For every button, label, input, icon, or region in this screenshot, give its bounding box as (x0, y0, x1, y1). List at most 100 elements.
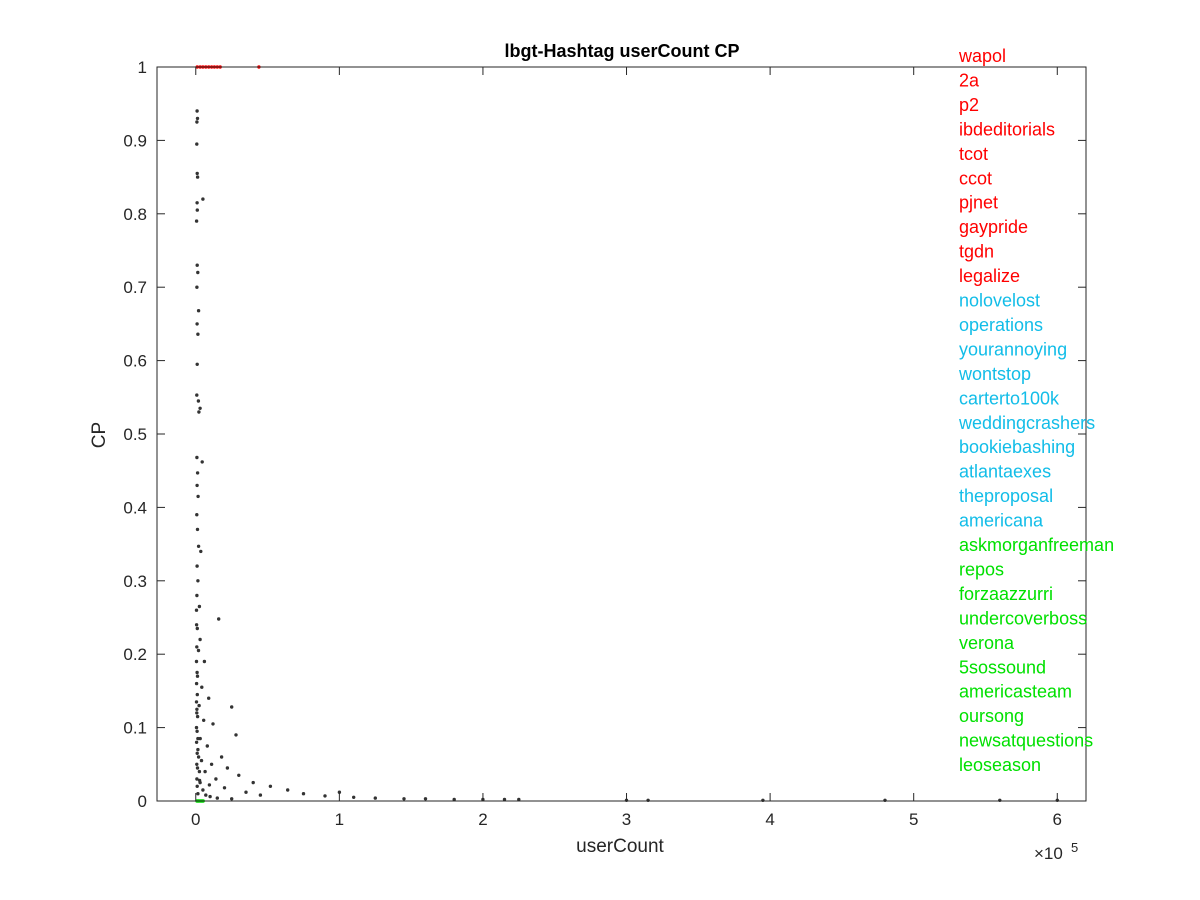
data-point-default (195, 263, 199, 267)
y-tick-label: 0.9 (123, 131, 147, 150)
data-point-default (201, 788, 205, 792)
x-exponent-power: 5 (1071, 840, 1078, 855)
hashtag-label-middle: wontstop (958, 364, 1031, 384)
data-point-default (195, 285, 199, 289)
data-point-default (196, 747, 200, 752)
data-point-default (251, 780, 255, 785)
x-tick-label: 6 (1053, 810, 1062, 829)
data-point-default (196, 755, 201, 759)
hashtag-label-middle: yourannoying (959, 339, 1067, 359)
x-axis-label: userCount (576, 836, 664, 857)
data-point-default (195, 175, 200, 179)
data-point-default (195, 120, 199, 124)
data-point-default (200, 460, 204, 464)
data-point-default (194, 740, 199, 744)
hashtag-label-bottom: repos (959, 559, 1004, 579)
hashtag-label-middle: atlantaexes (959, 462, 1051, 482)
data-point-default (198, 780, 202, 785)
data-point-default (196, 544, 201, 548)
plot-area (157, 67, 1086, 801)
y-tick-label: 1 (138, 58, 147, 77)
data-point-default (230, 797, 234, 801)
data-point-default (195, 777, 199, 781)
hashtag-label-middle: operations (959, 315, 1043, 335)
data-point-default (211, 722, 215, 726)
x-tick-label: 4 (765, 810, 774, 829)
y-tick-label: 0.2 (123, 645, 147, 664)
data-point-default (195, 692, 199, 697)
axes: 0 1 2 3 4 5 6 0 0.1 0.2 0.3 0.4 0.5 0.6 0.7 0.8 0.9 1 (123, 58, 1087, 829)
hashtag-label-middle: nolovelost (959, 291, 1040, 311)
data-point-default (452, 797, 456, 802)
data-point-default (195, 626, 199, 631)
data-point-default (219, 755, 224, 759)
hashtag-label-bottom: newsatquestions (959, 731, 1093, 751)
data-point-default (195, 784, 199, 788)
data-point-default (195, 707, 199, 711)
x-tick-label: 2 (478, 810, 487, 829)
data-point-default (197, 769, 202, 774)
data-point-default (502, 797, 507, 802)
data-point-default (214, 777, 218, 781)
data-point-default (194, 725, 199, 730)
data-point-default (202, 659, 207, 664)
data-point-default (200, 685, 204, 689)
data-point-default (195, 527, 200, 532)
data-point-default (195, 674, 200, 678)
data-point-default (195, 729, 199, 733)
data-point-default (195, 645, 199, 649)
hashtag-label-bottom: americasteam (959, 682, 1072, 702)
hashtag-label-bottom: oursong (959, 706, 1024, 726)
data-point-default (194, 659, 199, 664)
hashtag-label-top: gaypride (959, 217, 1028, 237)
y-tick-label: 0.1 (123, 719, 147, 738)
y-tick-label: 0.8 (123, 205, 147, 224)
x-tick-label: 5 (909, 810, 918, 829)
hashtag-label-top: ibdeditorials (959, 119, 1055, 139)
data-point-default (258, 793, 263, 797)
hashtag-label-top: pjnet (959, 193, 998, 213)
hashtag-label-top: ccot (959, 168, 992, 188)
hashtag-label-middle: carterto100k (959, 388, 1060, 408)
data-point-default (197, 410, 201, 414)
hashtag-label-middle: americana (959, 511, 1044, 531)
hashtag-label-bottom: verona (959, 633, 1015, 653)
y-tick-label: 0.5 (123, 425, 147, 444)
data-point-default (352, 795, 356, 799)
hashtag-label-bottom: undercoverboss (959, 608, 1087, 628)
data-point-default (195, 593, 199, 598)
hashtag-label-bottom: 5sossound (959, 657, 1046, 677)
data-point-default (323, 794, 327, 798)
hashtag-label-top: tcot (959, 144, 988, 164)
hashtag-label-top: 2a (959, 71, 980, 91)
data-point-default (197, 703, 201, 708)
hashtag-label-top: p2 (959, 95, 979, 115)
data-point-default (196, 270, 200, 275)
data-point-default (222, 786, 227, 790)
data-point-default (230, 705, 234, 709)
hashtag-label-middle: weddingcrashers (958, 413, 1095, 433)
hashtag-labels: wapol 2a p2 ibdeditorials tcot ccot pjnet gaypr… (958, 46, 1114, 775)
data-point-default (195, 171, 199, 176)
plot-background (157, 67, 1086, 801)
data-point-default (195, 513, 199, 517)
data-point-default (195, 714, 200, 719)
hashtag-label-bottom: askmorganfreeman (959, 535, 1114, 555)
chart-title: lbgt-Hashtag userCount CP (504, 41, 739, 61)
data-point-default (195, 711, 199, 715)
data-point-default (196, 579, 200, 583)
data-point-default (195, 670, 199, 675)
data-point-default (196, 648, 201, 653)
data-point-default (195, 201, 199, 205)
data-point-default (244, 790, 248, 794)
y-tick-label: 0 (138, 792, 147, 811)
data-point-default (301, 792, 306, 796)
data-point-default (194, 623, 199, 627)
data-point-default (207, 783, 212, 787)
data-point-default (194, 700, 199, 704)
data-point-default (209, 762, 214, 766)
data-point-default (205, 744, 209, 748)
data-point-default (402, 797, 406, 801)
data-point-default (197, 604, 202, 609)
data-point-default (423, 797, 428, 801)
